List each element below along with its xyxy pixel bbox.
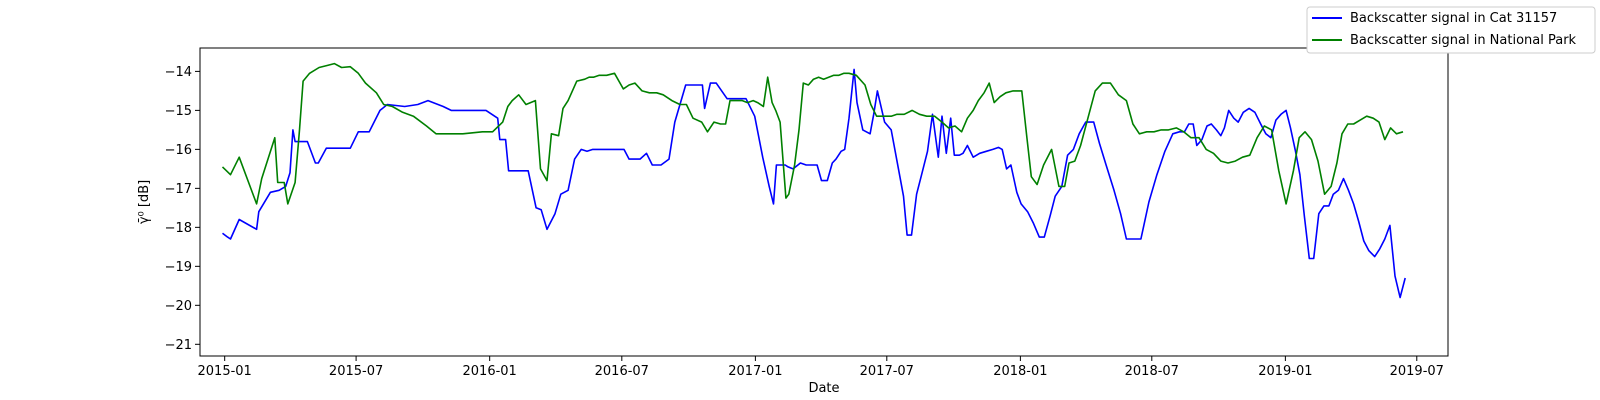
y-axis: −21 −20 −19 −18 −17 −16 −15 −14 xyxy=(165,65,200,353)
y-tick-label: −19 xyxy=(165,260,192,275)
x-tick-label: 2019-01 xyxy=(1258,364,1312,379)
x-tick-label: 2017-07 xyxy=(860,364,914,379)
series-line-national-park xyxy=(221,62,1404,205)
y-tick-label: −17 xyxy=(165,182,192,197)
y-tick-label: −16 xyxy=(165,143,192,158)
legend-label-cat: Backscatter signal in Cat 31157 xyxy=(1350,11,1557,26)
x-tick-label: 2018-07 xyxy=(1125,364,1179,379)
x-tick-label: 2016-07 xyxy=(595,364,649,379)
legend-frame xyxy=(1306,6,1596,54)
y-tick-label: −20 xyxy=(165,299,192,314)
x-axis-label: Date xyxy=(808,381,839,396)
series-line-cat-31157 xyxy=(222,68,1406,299)
legend: Backscatter signal in Cat 31157 Backscat… xyxy=(1306,6,1596,54)
y-tick-label: −18 xyxy=(165,221,192,236)
y-axis-label: γ̄⁰ [dB] xyxy=(137,180,152,224)
plot-area xyxy=(199,47,1449,357)
y-tick-label: −15 xyxy=(165,104,192,119)
legend-label-park: Backscatter signal in National Park xyxy=(1350,33,1577,48)
y-tick-label: −14 xyxy=(165,65,192,80)
y-tick-label: −21 xyxy=(165,338,192,353)
x-axis: 2015-01 2015-07 2016-01 2016-07 2017-01 2017-… xyxy=(198,356,1444,379)
x-tick-label: 2019-07 xyxy=(1390,364,1444,379)
x-tick-label: 2016-01 xyxy=(463,364,517,379)
series-layer xyxy=(221,62,1406,299)
x-tick-label: 2018-01 xyxy=(993,364,1047,379)
x-tick-label: 2015-01 xyxy=(198,364,252,379)
x-tick-label: 2017-01 xyxy=(728,364,782,379)
x-tick-label: 2015-07 xyxy=(329,364,383,379)
